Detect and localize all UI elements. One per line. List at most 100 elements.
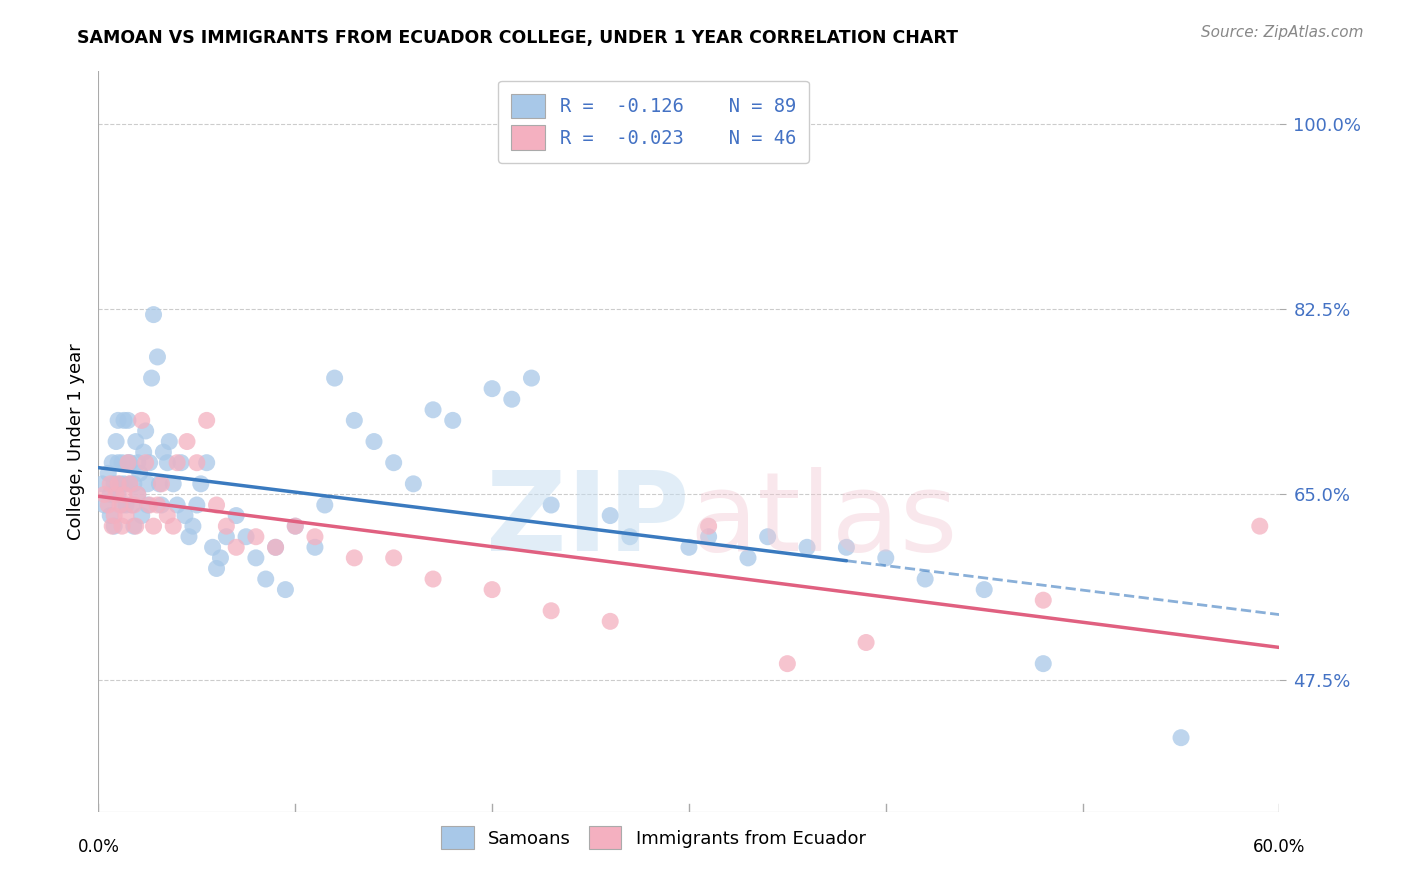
- Point: [1170, 731, 1192, 745]
- Point: [697, 530, 720, 544]
- Point: [118, 456, 141, 470]
- Point: [181, 519, 204, 533]
- Point: [186, 456, 208, 470]
- Point: [441, 413, 464, 427]
- Point: [156, 508, 179, 523]
- Point: [146, 350, 169, 364]
- Point: [103, 519, 125, 533]
- Point: [112, 413, 135, 427]
- Point: [170, 456, 193, 470]
- Point: [135, 424, 157, 438]
- Point: [112, 487, 135, 501]
- Point: [209, 550, 232, 565]
- Point: [697, 519, 720, 533]
- Point: [756, 530, 779, 544]
- Point: [117, 456, 139, 470]
- Point: [136, 498, 159, 512]
- Point: [422, 572, 444, 586]
- Text: Source: ZipAtlas.com: Source: ZipAtlas.com: [1201, 25, 1364, 40]
- Point: [111, 456, 134, 470]
- Point: [737, 550, 759, 565]
- Point: [138, 456, 160, 470]
- Point: [128, 467, 150, 481]
- Point: [98, 508, 121, 523]
- Point: [176, 434, 198, 449]
- Point: [107, 456, 129, 470]
- Point: [264, 541, 287, 555]
- Point: [166, 456, 188, 470]
- Point: [1249, 519, 1271, 533]
- Point: [156, 456, 179, 470]
- Point: [103, 508, 125, 523]
- Point: [225, 508, 247, 523]
- Point: [875, 550, 897, 565]
- Point: [540, 604, 562, 618]
- Point: [112, 476, 135, 491]
- Point: [835, 541, 858, 555]
- Point: [142, 308, 165, 322]
- Point: [152, 445, 174, 459]
- Point: [190, 476, 212, 491]
- Point: [148, 476, 170, 491]
- Point: [132, 445, 155, 459]
- Point: [101, 456, 124, 470]
- Legend: Samoans, Immigrants from Ecuador: Samoans, Immigrants from Ecuador: [432, 817, 875, 858]
- Point: [127, 487, 149, 501]
- Point: [108, 498, 131, 512]
- Point: [914, 572, 936, 586]
- Point: [481, 582, 503, 597]
- Point: [201, 541, 224, 555]
- Point: [215, 530, 238, 544]
- Point: [122, 519, 145, 533]
- Point: [138, 498, 160, 512]
- Point: [619, 530, 641, 544]
- Point: [111, 498, 134, 512]
- Point: [1032, 593, 1054, 607]
- Point: [97, 498, 120, 512]
- Point: [501, 392, 523, 407]
- Point: [127, 456, 149, 470]
- Point: [125, 434, 148, 449]
- Point: [195, 456, 218, 470]
- Point: [117, 456, 139, 470]
- Point: [93, 487, 115, 501]
- Point: [118, 476, 141, 491]
- Point: [98, 476, 121, 491]
- Point: [93, 498, 115, 512]
- Point: [205, 498, 228, 512]
- Point: [118, 476, 141, 491]
- Point: [117, 413, 139, 427]
- Point: [215, 519, 238, 533]
- Point: [245, 550, 267, 565]
- Point: [142, 519, 165, 533]
- Point: [107, 476, 129, 491]
- Point: [382, 456, 405, 470]
- Point: [105, 487, 128, 501]
- Point: [103, 476, 125, 491]
- Point: [115, 508, 138, 523]
- Point: [131, 413, 153, 427]
- Point: [136, 476, 159, 491]
- Point: [166, 498, 188, 512]
- Point: [284, 519, 307, 533]
- Point: [973, 582, 995, 597]
- Point: [402, 476, 425, 491]
- Point: [122, 476, 145, 491]
- Point: [776, 657, 799, 671]
- Point: [382, 550, 405, 565]
- Point: [127, 487, 149, 501]
- Point: [115, 498, 138, 512]
- Point: [363, 434, 385, 449]
- Point: [186, 498, 208, 512]
- Point: [195, 413, 218, 427]
- Point: [105, 434, 128, 449]
- Point: [121, 498, 143, 512]
- Point: [520, 371, 543, 385]
- Point: [481, 382, 503, 396]
- Text: atlas: atlas: [689, 467, 957, 574]
- Point: [599, 508, 621, 523]
- Point: [264, 541, 287, 555]
- Point: [225, 541, 247, 555]
- Point: [177, 530, 200, 544]
- Point: [107, 487, 129, 501]
